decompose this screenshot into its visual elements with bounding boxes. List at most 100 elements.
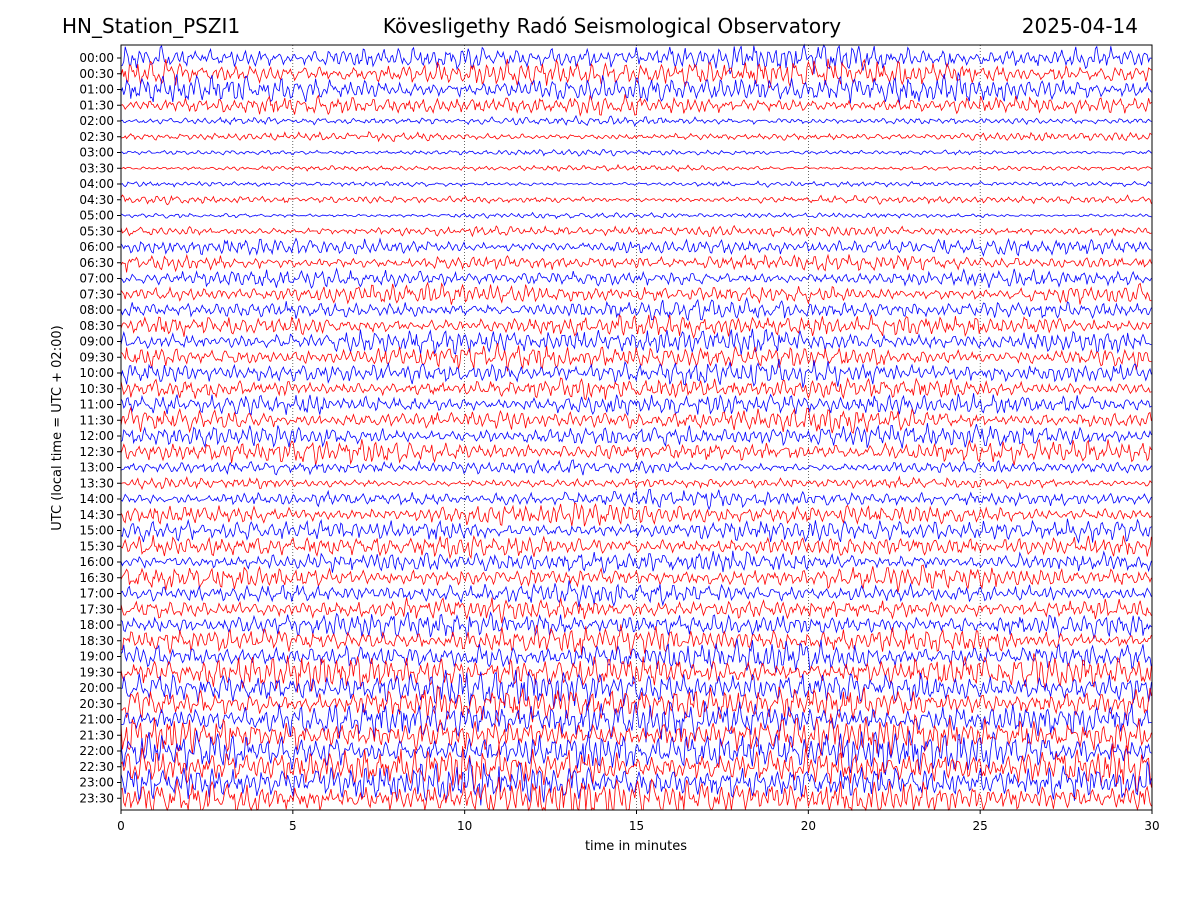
y-tick-label: 23:00: [79, 776, 114, 790]
y-tick-label: 13:00: [79, 461, 114, 475]
y-tick-label: 01:30: [79, 98, 114, 112]
trace-0500: [120, 211, 1152, 220]
trace-0200: [120, 114, 1152, 128]
trace-0530: [120, 224, 1152, 238]
y-tick-label: 22:30: [79, 760, 114, 774]
y-tick-label: 19:00: [79, 650, 114, 664]
y-tick-label: 15:00: [79, 524, 114, 538]
y-tick-label: 09:30: [79, 350, 114, 364]
trace-1900: [120, 638, 1152, 673]
y-tick-label: 17:30: [79, 602, 114, 616]
y-tick-label: 20:30: [79, 697, 114, 711]
y-tick-label: 00:30: [79, 67, 114, 81]
y-tick-label: 12:30: [79, 445, 114, 459]
trace-0630: [120, 253, 1152, 273]
date-title: 2025-04-14: [1021, 14, 1138, 38]
y-tick-label: 10:00: [79, 366, 114, 380]
y-tick-label: 17:00: [79, 587, 114, 601]
trace-1500: [120, 518, 1152, 544]
trace-0730: [120, 281, 1152, 305]
trace-2330: [120, 776, 1152, 812]
x-tick-label: 30: [1144, 819, 1159, 833]
y-tick-label: 08:00: [79, 303, 114, 317]
y-tick-label: 14:00: [79, 492, 114, 506]
y-tick-label: 18:00: [79, 618, 114, 632]
trace-1730: [120, 597, 1152, 624]
y-tick-label: 04:30: [79, 193, 114, 207]
y-tick-label: 01:00: [79, 83, 114, 97]
trace-0800: [120, 296, 1152, 322]
y-tick-label: 19:30: [79, 665, 114, 679]
y-tick-label: 02:00: [79, 114, 114, 128]
trace-1030: [120, 377, 1152, 401]
trace-2300: [120, 757, 1152, 806]
trace-2130: [120, 713, 1152, 759]
trace-1600: [120, 550, 1152, 574]
trace-2030: [120, 686, 1152, 723]
y-tick-label: 05:30: [79, 224, 114, 238]
y-tick-label: 14:30: [79, 508, 114, 522]
station-title: HN_Station_PSZI1: [62, 14, 241, 38]
x-axis-ticks: 0 5 10 15 20 25 30: [117, 810, 1160, 833]
trace-0130: [120, 94, 1152, 117]
y-tick-label: 20:00: [79, 681, 114, 695]
trace-1000: [120, 358, 1152, 388]
y-tick-label: 18:30: [79, 634, 114, 648]
trace-0700: [120, 267, 1152, 289]
trace-0430: [120, 194, 1152, 206]
trace-1830: [120, 624, 1152, 656]
y-tick-label: 12:00: [79, 429, 114, 443]
y-tick-label: 06:00: [79, 240, 114, 254]
y-tick-label: 13:30: [79, 476, 114, 490]
trace-0300: [120, 148, 1152, 157]
trace-1130: [120, 406, 1152, 434]
trace-1530: [120, 534, 1152, 560]
observatory-title: Kövesligethy Radó Seismological Observat…: [382, 14, 842, 38]
y-tick-label: 04:00: [79, 177, 114, 191]
trace-1430: [120, 502, 1152, 527]
y-tick-label: 22:00: [79, 744, 114, 758]
y-tick-label: 07:00: [79, 272, 114, 286]
y-tick-label: 02:30: [79, 130, 114, 144]
y-tick-label: 07:30: [79, 287, 114, 301]
x-tick-label: 20: [801, 819, 816, 833]
y-tick-label: 16:00: [79, 555, 114, 569]
y-tick-label: 21:00: [79, 713, 114, 727]
trace-2100: [120, 701, 1152, 743]
x-tick-label: 10: [457, 819, 472, 833]
y-tick-label: 21:30: [79, 728, 114, 742]
y-axis-label: UTC (local time = UTC + 02:00): [50, 325, 65, 530]
trace-0930: [120, 342, 1152, 372]
trace-1300: [120, 459, 1152, 476]
trace-1100: [120, 393, 1152, 417]
trace-1800: [120, 611, 1152, 639]
seismic-traces: [120, 43, 1152, 812]
trace-1930: [120, 653, 1152, 693]
trace-2200: [120, 730, 1152, 775]
y-tick-label: 10:30: [79, 382, 114, 396]
y-tick-label: 03:30: [79, 161, 114, 175]
trace-2230: [120, 743, 1152, 793]
trace-1200: [120, 422, 1152, 449]
trace-0830: [120, 314, 1152, 340]
x-tick-label: 5: [289, 819, 297, 833]
x-tick-label: 25: [973, 819, 988, 833]
y-tick-label: 09:00: [79, 335, 114, 349]
trace-1230: [120, 438, 1152, 466]
x-tick-label: 0: [117, 819, 125, 833]
trace-1400: [120, 488, 1152, 511]
trace-0400: [120, 180, 1152, 188]
trace-0230: [120, 130, 1152, 143]
trace-1700: [120, 580, 1152, 608]
y-tick-label: 00:00: [79, 51, 114, 65]
y-tick-label: 16:30: [79, 571, 114, 585]
y-tick-label: 11:30: [79, 413, 114, 427]
y-tick-label: 11:00: [79, 398, 114, 412]
y-tick-label: 05:00: [79, 209, 114, 223]
trace-1330: [120, 475, 1152, 491]
trace-0900: [120, 328, 1152, 355]
y-tick-label: 03:00: [79, 146, 114, 160]
y-tick-label: 08:30: [79, 319, 114, 333]
